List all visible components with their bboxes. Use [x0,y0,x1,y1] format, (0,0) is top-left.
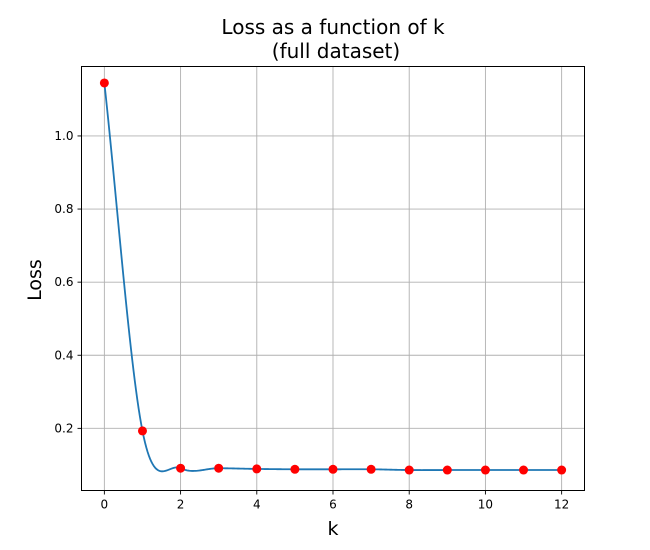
data-point [442,465,452,475]
data-point [328,464,338,474]
tick-layer: 0 2 4 6 8 10 12 0.2 0.4 0.6 0.8 1.0 [54,129,569,512]
x-tick-label: 12 [554,498,569,512]
chart-title-line1: Loss as a function of k [221,15,445,39]
y-axis-label: Loss [24,259,46,301]
data-point [290,464,300,474]
y-tick-label: 0.6 [54,275,73,289]
data-point [557,465,567,475]
data-point [404,465,414,475]
x-tick-label: 2 [177,498,185,512]
x-tick-label: 4 [253,498,261,512]
y-tick-label: 0.2 [54,421,73,435]
data-point [519,465,529,475]
grid-layer [81,66,585,491]
x-tick-label: 8 [405,498,413,512]
y-tick-label: 1.0 [54,129,73,143]
x-axis-label: k [327,518,338,540]
chart-title-line2: (full dataset) [272,39,400,63]
y-tick-label: 0.8 [54,202,73,216]
x-tick-label: 10 [478,498,493,512]
y-tick-label: 0.4 [54,348,73,362]
x-tick-label: 6 [329,498,337,512]
data-point [99,78,109,88]
data-point [480,465,490,475]
data-point [252,464,262,474]
data-point [137,426,147,436]
marker-layer [99,78,567,475]
data-point [214,463,224,473]
data-point [366,464,376,474]
x-tick-label: 0 [101,498,109,512]
data-point [176,463,186,473]
